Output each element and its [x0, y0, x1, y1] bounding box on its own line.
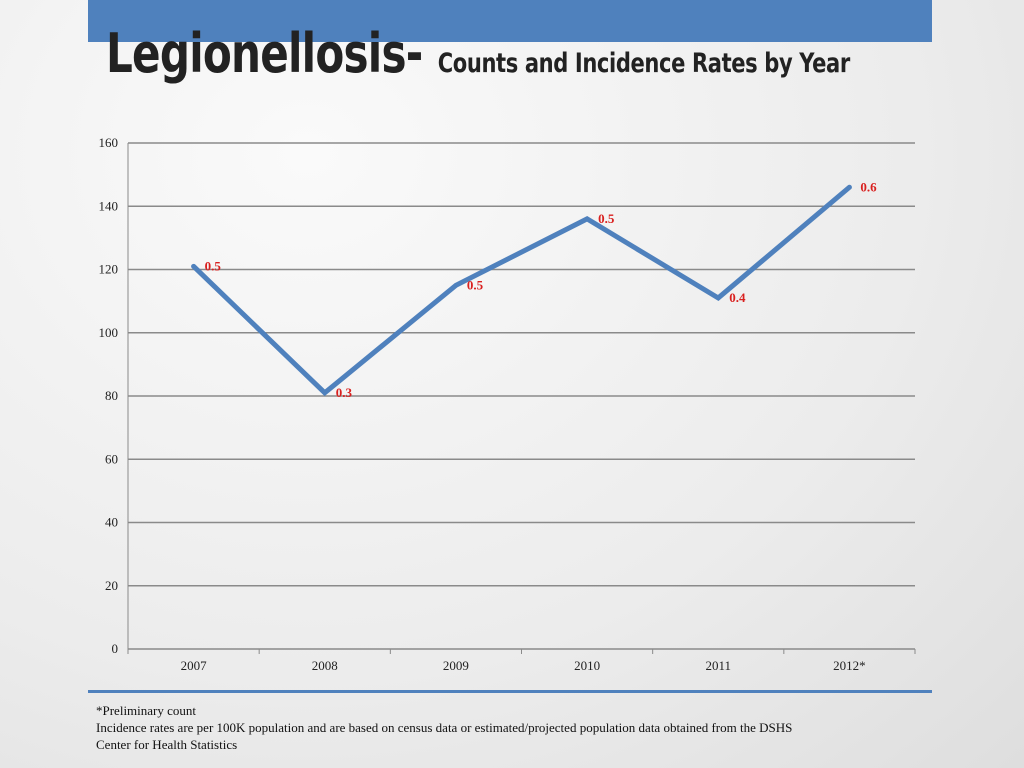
footnote-source: Center for Health Statistics [96, 737, 238, 752]
y-tick-label: 100 [99, 325, 119, 340]
data-label: 0.3 [336, 385, 353, 400]
series-line [191, 184, 852, 397]
y-tick-label: 120 [99, 262, 119, 277]
title-main: Legionellosis- [106, 22, 423, 85]
x-tick-label: 2010 [574, 658, 600, 673]
data-point [322, 390, 327, 395]
slide-title: Legionellosis- Counts and Incidence Rate… [106, 22, 850, 85]
y-tick-label: 140 [99, 198, 119, 213]
data-point [453, 283, 458, 288]
data-label: 0.6 [860, 179, 877, 194]
x-tick-label: 2011 [705, 658, 731, 673]
header-accent-bar [88, 0, 932, 42]
footnotes: *Preliminary count Incidence rates are p… [96, 702, 916, 753]
data-point [716, 295, 721, 300]
title-subtitle: Counts and Incidence Rates by Year [437, 48, 851, 79]
data-point [585, 216, 590, 221]
line-chart: 0 20 40 60 80 100 120 140 160 2007 2008 2009 2010 201… [99, 135, 916, 673]
data-label: 0.4 [729, 290, 746, 305]
data-label: 0.5 [467, 277, 484, 292]
data-point [847, 185, 852, 190]
footnote-rates: Incidence rates are per 100K population … [96, 720, 793, 735]
x-tick-label: 2007 [181, 658, 208, 673]
data-point [191, 264, 196, 269]
y-tick-label: 80 [105, 388, 118, 403]
y-tick-label: 40 [105, 515, 118, 530]
footnote-preliminary: *Preliminary count [96, 703, 197, 718]
footer-rule [88, 690, 932, 693]
data-label: 0.5 [598, 211, 615, 226]
x-tick-label: 2012* [833, 658, 866, 673]
y-tick-label: 20 [105, 578, 118, 593]
y-tick-label: 0 [112, 641, 119, 656]
y-tick-label: 60 [105, 451, 118, 466]
x-tick-label: 2009 [443, 658, 469, 673]
y-tick-label: 160 [99, 135, 119, 150]
data-label: 0.5 [205, 258, 222, 273]
x-tick-label: 2008 [312, 658, 338, 673]
